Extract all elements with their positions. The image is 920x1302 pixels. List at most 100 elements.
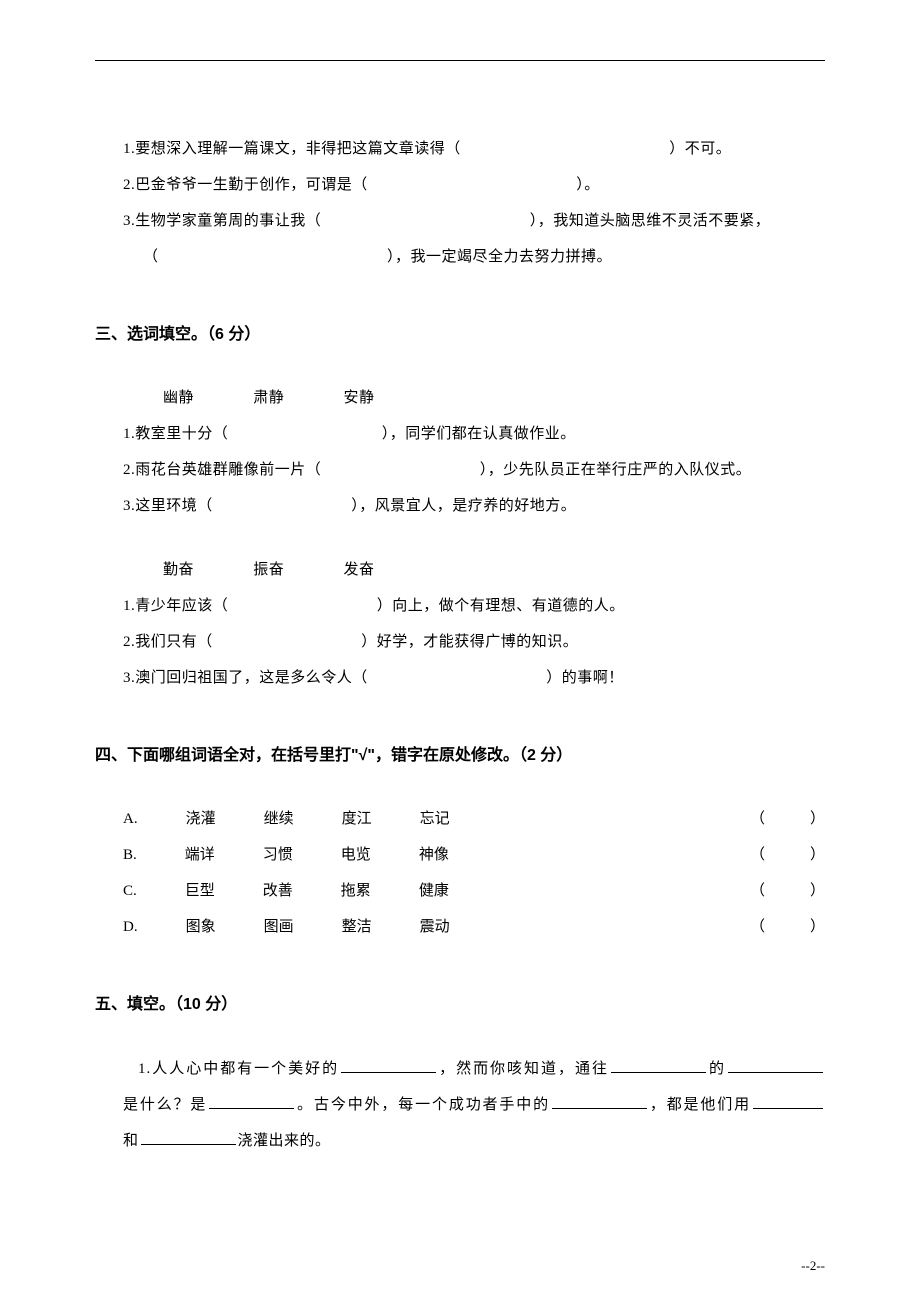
s4-b-w4: 神像 bbox=[419, 837, 449, 873]
s4-c-w2: 改善 bbox=[263, 873, 293, 909]
s4-c-label: C. bbox=[123, 873, 137, 909]
s5-q1-a: 1.人人心中都有一个美好的 bbox=[138, 1061, 339, 1077]
blank bbox=[728, 1058, 823, 1073]
s3-g1-q1-b: ），同学们都在认真做作业。 bbox=[382, 426, 576, 442]
s3-g2-q2: 2.我们只有（ ）好学，才能获得广博的知识。 bbox=[123, 624, 825, 660]
q2-3-text-a: 3.生物学家童第周的事让我（ bbox=[123, 213, 321, 229]
s4-a-label: A. bbox=[123, 801, 138, 837]
q2-item-2: 2.巴金爷爷一生勤于创作，可谓是（ ）。 bbox=[123, 167, 825, 203]
s4-a-w4: 忘记 bbox=[420, 801, 450, 837]
content-area: 1.要想深入理解一篇课文，非得把这篇文章读得（ ）不可。 2.巴金爷爷一生勤于创… bbox=[95, 131, 825, 275]
q2-2-text-b: ）。 bbox=[576, 177, 600, 193]
s3-g1-q2-b: ），少先队员正在举行庄严的入队仪式。 bbox=[480, 462, 752, 478]
s4-row-b: B. 端详 习惯 电览 神像 （ ） bbox=[123, 837, 825, 873]
section-3-heading: 三、选词填空。（6 分） bbox=[95, 317, 825, 352]
s5-q1-f: ，都是他们用 bbox=[649, 1097, 751, 1113]
s5-q1-line2: 是什么？是 。古今中外，每一个成功者手中的 ，都是他们用 bbox=[123, 1087, 825, 1123]
s3-g2-options: 勤奋 振奋 发奋 bbox=[123, 552, 825, 588]
s5-q1-b: ，然而你咳知道，通往 bbox=[438, 1061, 609, 1077]
paren-open: （ bbox=[750, 919, 765, 935]
s4-d-w1: 图象 bbox=[186, 909, 216, 945]
s3-g2-q2-a: 2.我们只有（ bbox=[123, 634, 213, 650]
q2-3-text-b: ），我知道头脑思维不灵活不要紧， bbox=[530, 213, 771, 229]
section-5-heading: 五、填空。（10 分） bbox=[95, 987, 825, 1022]
s3-g1-w3: 安静 bbox=[344, 390, 375, 406]
s3-g2-q3-b: ）的事啊！ bbox=[546, 670, 624, 686]
s3-g2-q2-b: ）好学，才能获得广博的知识。 bbox=[361, 634, 578, 650]
s4-a-w2: 继续 bbox=[264, 801, 294, 837]
paren-close: ） bbox=[810, 811, 825, 827]
section-3-content: 幽静 肃静 安静 1.教室里十分（ ），同学们都在认真做作业。 2.雨花台英雄群… bbox=[95, 380, 825, 696]
q2-1-text-b: ）不可。 bbox=[669, 141, 731, 157]
section-5-content: 1.人人心中都有一个美好的 ，然而你咳知道，通往 的 是什么？是 。古今中外，每一个成… bbox=[95, 1051, 825, 1159]
s3-g1-w1: 幽静 bbox=[163, 390, 194, 406]
q2-2-text-a: 2.巴金爷爷一生勤于创作，可谓是（ bbox=[123, 177, 368, 193]
paren-open: （ bbox=[750, 847, 765, 863]
s5-q1-g: 和 bbox=[123, 1133, 139, 1149]
s3-g2-q1-a: 1.青少年应该（ bbox=[123, 598, 228, 614]
q2-3-text-d: ），我一定竭尽全力去努力拼搏。 bbox=[387, 249, 612, 265]
s4-c-paren: （ ） bbox=[750, 873, 825, 909]
q2-1-text-a: 1.要想深入理解一篇课文，非得把这篇文章读得（ bbox=[123, 141, 461, 157]
paren-close: ） bbox=[810, 847, 825, 863]
q2-item-3a: 3.生物学家童第周的事让我（ ），我知道头脑思维不灵活不要紧， bbox=[123, 203, 825, 239]
paren-close: ） bbox=[810, 919, 825, 935]
s4-d-w3: 整洁 bbox=[342, 909, 372, 945]
s4-b-label: B. bbox=[123, 837, 137, 873]
s3-g1-q3: 3.这里环境（ ），风景宜人，是疗养的好地方。 bbox=[123, 488, 825, 524]
s3-g1-q2: 2.雨花台英雄群雕像前一片（ ），少先队员正在举行庄严的入队仪式。 bbox=[123, 452, 825, 488]
page-number: --2-- bbox=[801, 1258, 825, 1274]
s4-c-w4: 健康 bbox=[419, 873, 449, 909]
s4-b-w1: 端详 bbox=[185, 837, 215, 873]
s3-g1-q1: 1.教室里十分（ ），同学们都在认真做作业。 bbox=[123, 416, 825, 452]
s4-row-d: D. 图象 图画 整洁 震动 （ ） bbox=[123, 909, 825, 945]
s5-q1-e: 。古今中外，每一个成功者手中的 bbox=[296, 1097, 550, 1113]
s4-row-a: A. 浇灌 继续 度江 忘记 （ ） bbox=[123, 801, 825, 837]
s5-q1-d: 是什么？是 bbox=[123, 1097, 207, 1113]
paren-open: （ bbox=[750, 883, 765, 899]
blank bbox=[611, 1058, 706, 1073]
q2-item-1: 1.要想深入理解一篇课文，非得把这篇文章读得（ ）不可。 bbox=[123, 131, 825, 167]
s4-a-w3: 度江 bbox=[342, 801, 372, 837]
s3-g1-w2: 肃静 bbox=[253, 390, 284, 406]
s4-b-w3: 电览 bbox=[341, 837, 371, 873]
s3-g2-w3: 发奋 bbox=[344, 562, 375, 578]
horizontal-rule bbox=[95, 60, 825, 61]
s3-g1-q3-b: ），风景宜人，是疗养的好地方。 bbox=[351, 498, 576, 514]
blank bbox=[209, 1094, 294, 1109]
paren-open: （ bbox=[750, 811, 765, 827]
s4-d-paren: （ ） bbox=[750, 909, 825, 945]
s5-q1-h: 浇灌出来的。 bbox=[238, 1133, 331, 1149]
paren-close: ） bbox=[810, 883, 825, 899]
s4-b-paren: （ ） bbox=[750, 837, 825, 873]
blank bbox=[141, 1130, 236, 1145]
s4-a-w1: 浇灌 bbox=[186, 801, 216, 837]
q2-item-3b: （ ），我一定竭尽全力去努力拼搏。 bbox=[123, 239, 825, 275]
blank bbox=[753, 1094, 823, 1109]
s5-q1-c: 的 bbox=[708, 1061, 726, 1077]
s3-g2-q3-a: 3.澳门回归祖国了，这是多么令人（ bbox=[123, 670, 368, 686]
s4-d-w2: 图画 bbox=[264, 909, 294, 945]
s4-c-w3: 拖累 bbox=[341, 873, 371, 909]
q2-3-text-c: （ bbox=[143, 249, 159, 265]
s3-g1-q1-a: 1.教室里十分（ bbox=[123, 426, 228, 442]
s3-g1-options: 幽静 肃静 安静 bbox=[123, 380, 825, 416]
s4-c-w1: 巨型 bbox=[185, 873, 215, 909]
s3-g2-w2: 振奋 bbox=[253, 562, 284, 578]
s3-g1-q2-a: 2.雨花台英雄群雕像前一片（ bbox=[123, 462, 321, 478]
blank bbox=[552, 1094, 647, 1109]
s4-d-w4: 震动 bbox=[420, 909, 450, 945]
s4-a-paren: （ ） bbox=[750, 801, 825, 837]
s5-q1-line1: 1.人人心中都有一个美好的 ，然而你咳知道，通往 的 bbox=[123, 1051, 825, 1087]
s4-d-label: D. bbox=[123, 909, 138, 945]
s3-g1-q3-a: 3.这里环境（ bbox=[123, 498, 213, 514]
s3-g2-q1-b: ）向上，做个有理想、有道德的人。 bbox=[377, 598, 625, 614]
section-4-heading: 四、下面哪组词语全对，在括号里打"√"，错字在原处修改。（2 分） bbox=[95, 738, 825, 773]
s3-g2-q3: 3.澳门回归祖国了，这是多么令人（ ）的事啊！ bbox=[123, 660, 825, 696]
s4-b-w2: 习惯 bbox=[263, 837, 293, 873]
s5-q1-line3: 和 浇灌出来的。 bbox=[123, 1123, 825, 1159]
section-4-content: A. 浇灌 继续 度江 忘记 （ ） B. 端详 习惯 电览 神像 （ ） C. 巨型 改善 拖累 健康… bbox=[95, 801, 825, 945]
s3-g2-w1: 勤奋 bbox=[163, 562, 194, 578]
s3-g2-q1: 1.青少年应该（ ）向上，做个有理想、有道德的人。 bbox=[123, 588, 825, 624]
blank bbox=[341, 1058, 436, 1073]
